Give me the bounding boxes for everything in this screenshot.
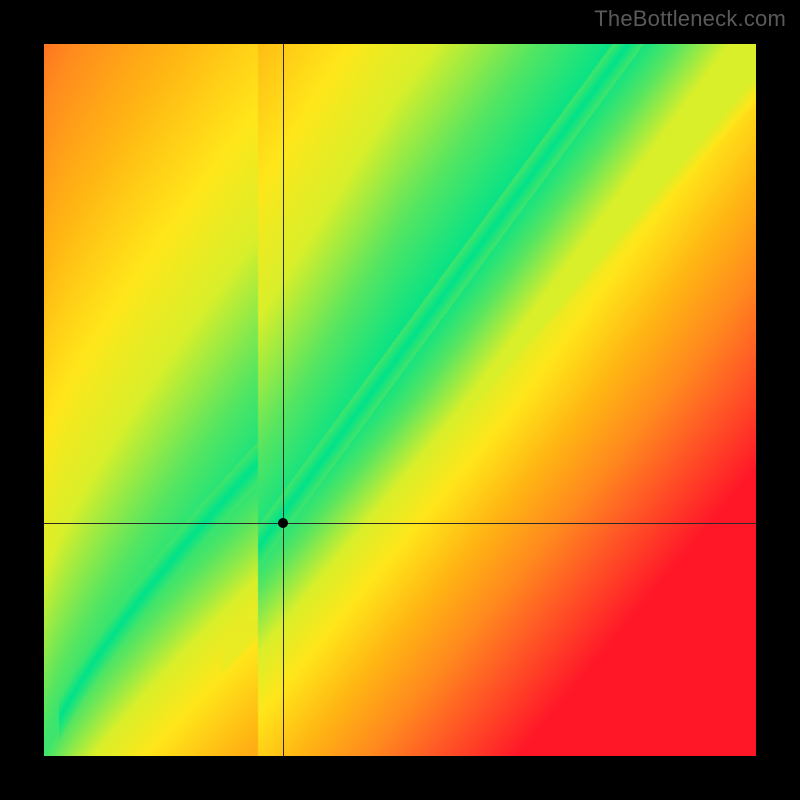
crosshair-vertical [283, 44, 284, 756]
crosshair-horizontal [44, 523, 756, 524]
watermark-text: TheBottleneck.com [594, 6, 786, 32]
heatmap-canvas [44, 44, 756, 756]
crosshair-marker [278, 518, 288, 528]
heatmap-plot [44, 44, 756, 756]
